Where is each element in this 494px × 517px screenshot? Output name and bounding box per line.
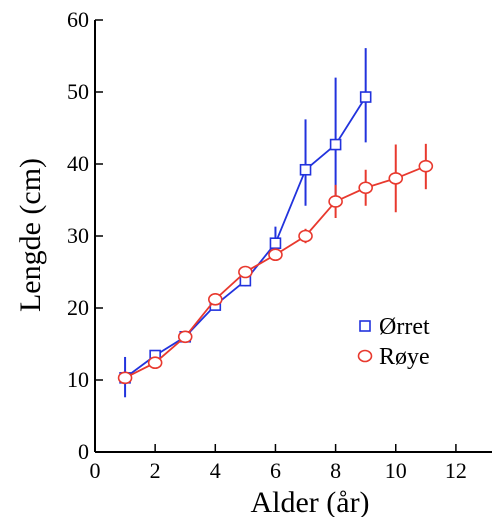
data-point: [269, 237, 282, 249]
data-point: [268, 248, 283, 262]
data-point: [117, 371, 133, 385]
legend-label: Røye: [379, 344, 430, 370]
data-point: [359, 91, 372, 103]
x-tick-label: 4: [210, 458, 221, 483]
data-point: [358, 181, 373, 195]
x-tick-label: 10: [385, 458, 407, 483]
series-2: [117, 143, 434, 385]
y-tick-label: 60: [67, 7, 89, 32]
y-tick-label: 30: [67, 223, 89, 248]
y-tick-label: 0: [78, 439, 89, 464]
x-tick-label: 2: [150, 458, 161, 483]
legend: Ørret Røye: [357, 314, 430, 370]
data-point: [418, 159, 434, 173]
x-axis-label: Alder (år): [250, 486, 369, 517]
series-1: [119, 48, 372, 398]
data-point: [299, 163, 312, 176]
data-point: [298, 229, 313, 243]
data-point: [208, 293, 223, 306]
x-tick-label: 12: [445, 458, 467, 483]
series-layer: [117, 48, 434, 398]
y-tick-label: 40: [67, 151, 89, 176]
x-tick-label: 6: [270, 458, 281, 483]
x-tick-label: 0: [90, 458, 101, 483]
legend-marker: [357, 349, 373, 363]
legend-marker: [359, 320, 371, 332]
y-tick-label: 20: [67, 295, 89, 320]
data-point: [329, 138, 342, 151]
y-axis-label: Lengde (cm): [14, 158, 47, 312]
data-point: [147, 356, 163, 370]
y-tick-label: 10: [67, 367, 89, 392]
series-line: [124, 96, 367, 379]
data-point: [388, 172, 404, 185]
data-point: [238, 265, 253, 279]
data-point: [328, 195, 343, 208]
x-tick-label: 8: [330, 458, 341, 483]
data-point: [177, 330, 193, 344]
legend-label: Ørret: [379, 314, 430, 340]
y-tick-label: 50: [67, 79, 89, 104]
axes: 0 10 20 30 40 50 60 0 2 4 6 8 10 12: [67, 7, 492, 483]
